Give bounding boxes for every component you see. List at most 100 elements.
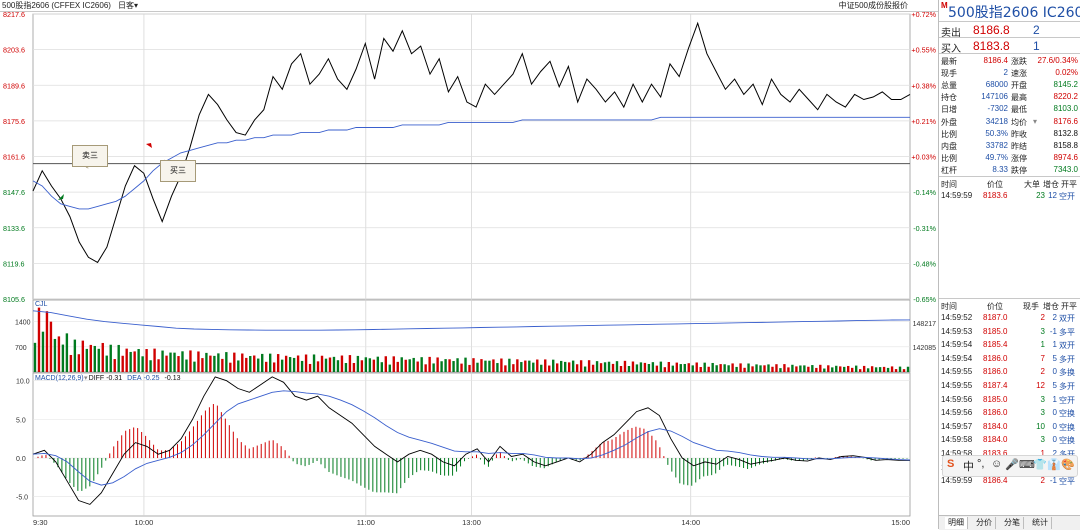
stat-row: 总量 68000 开盘 8145.2 (939, 79, 1080, 91)
annotation-leader (85, 166, 89, 169)
tick-oi-change: -1 (1049, 476, 1057, 486)
keyboard-icon[interactable]: ⌨ (1019, 459, 1035, 471)
macd-axis-label: 10.0 (16, 379, 30, 386)
macd-label: MACD(12,26,9) (35, 375, 84, 382)
macd-axis-label: 5.0 (16, 417, 26, 424)
tick-row[interactable]: 14:59:52 8187.0 2 2 双开 (939, 311, 1080, 325)
col-price: 价位 (987, 180, 1003, 189)
macd-axis-label: -5.0 (16, 495, 28, 502)
pct-axis-label: +0.21% (911, 117, 936, 126)
stat-value: 8158.8 (1053, 140, 1078, 150)
tab-detail[interactable]: 明细 (945, 517, 968, 529)
oi-axis-label: 142085 (913, 345, 936, 352)
tick-oi-change: 5 (1052, 353, 1057, 363)
tick-row[interactable]: 14:59:53 8185.0 3 -1 多平 (939, 325, 1080, 339)
tick-price: 8186.0 (983, 353, 1008, 363)
pct-axis-label: -0.31% (913, 224, 936, 233)
tick-volume: 12 (1036, 381, 1045, 390)
price-axis-label: 8105.6 (3, 295, 25, 304)
palette-icon[interactable]: 🎨 (1061, 459, 1075, 471)
tick-row[interactable]: 14:59:59 8186.4 2 -1 空平 (939, 474, 1080, 488)
stat-label: 总量 (941, 81, 957, 91)
time-axis-label: 9:30 (33, 518, 48, 527)
dea-value: -0.25 (144, 375, 160, 382)
tick-volume: 10 (1036, 421, 1045, 431)
tick-row[interactable]: 14:59:58 8184.0 3 0 空换 (939, 433, 1080, 447)
tab-tick[interactable]: 分笔 (1001, 517, 1024, 529)
tick-open-close: 多换 (1059, 368, 1075, 378)
tick-time: 14:59:52 (941, 313, 973, 322)
divider (939, 176, 1080, 177)
price-axis-label: 8217.6 (3, 10, 25, 19)
stat-label: 开盘 (1011, 81, 1027, 91)
stat-row: 外盘 34218 均价 ▾ 8176.6 (939, 116, 1080, 128)
buy-marker-note[interactable]: 买三 (160, 160, 196, 182)
tick-row[interactable]: 14:59:58 8183.6 12多开 (939, 447, 1080, 461)
stat-label: 涨停 (1011, 153, 1027, 163)
tab-price-distribution[interactable]: 分价 (973, 517, 996, 529)
bid-row[interactable]: 买入 8183.8 1 (939, 37, 1080, 55)
tick-price: 8183.6 (983, 449, 1008, 458)
microphone-icon[interactable]: 🎤 (1005, 459, 1019, 471)
emoji-icon[interactable]: ☺ (991, 458, 1003, 470)
tick-row[interactable]: 14:59:55 8187.4 12 5 多开 (939, 379, 1080, 393)
sogou-logo-icon[interactable]: S (947, 458, 955, 470)
tick-oi-change: 1 (1052, 340, 1057, 350)
chart-svg: 9:30 10:00 11:00 13:00 14:00 15:00 8217.6 +0.72… (3, 10, 937, 527)
tick-price: 8183.6 (983, 191, 1008, 200)
punctuation-icon[interactable]: °, (977, 458, 985, 470)
tick-time: 14:59:56 (941, 408, 973, 418)
tick-row[interactable]: 14:59:54 8185.4 1 1 双开 (939, 338, 1080, 352)
big-order-row[interactable]: 14:59:59 8183.6 23 12 空开 (939, 189, 1080, 203)
tick-time: 14:59:54 (941, 340, 973, 350)
tick-oi-change: 12 (1048, 191, 1057, 200)
tick-row[interactable]: 14:59:56 8185.0 3 1 空开 (939, 393, 1080, 407)
tick-row[interactable]: 14:59:54 8186.0 7 5 多开 (939, 352, 1080, 366)
price-axis-label: 8189.6 (3, 81, 25, 90)
tick-price: 8185.0 (983, 326, 1008, 336)
stat-value: 8145.2 (1053, 80, 1078, 90)
stat-value: 0.02% (1055, 68, 1078, 78)
volume-label: CJL (35, 301, 48, 308)
pct-axis-label: +0.38% (911, 81, 936, 90)
stat-label: 杠杆 (941, 165, 957, 175)
stat-label: 最高 (1011, 93, 1027, 103)
tick-oi-change: 0 (1052, 367, 1057, 377)
tab-statistics[interactable]: 统计 (1029, 517, 1052, 529)
stat-value: 8220.2 (1053, 92, 1078, 102)
stat-row: 比例 49.7% 涨停 8974.6 (939, 152, 1080, 164)
tick-price: 8186.4 (983, 476, 1008, 486)
stat-value: 8132.8 (1053, 128, 1078, 138)
col-open-close: 开平 (1061, 302, 1077, 311)
ask-row[interactable]: 卖出 8186.8 2 (939, 21, 1080, 39)
price-axis-label: 8119.6 (3, 259, 24, 268)
stat-label: 日增 (941, 105, 957, 115)
shirt-icon[interactable]: 👔 (1047, 459, 1061, 471)
stat-value: -7302 (987, 104, 1008, 114)
tick-open-close: 空开 (1059, 192, 1075, 201)
stat-value: 68000 (985, 80, 1008, 90)
diff-value: -0.31 (106, 375, 122, 382)
skin-icon[interactable]: 👕 (1033, 459, 1047, 471)
tick-open-close: 多开 (1059, 449, 1075, 460)
intraday-chart-area[interactable]: 500股指2606 (CFFEX IC2606) 日客▾ 中证500成份股报价 … (0, 0, 938, 529)
volume-axis-label: 700 (15, 345, 27, 352)
constituent-quote-link[interactable]: 中证500成份股报价 (838, 1, 908, 10)
ime-toolbar[interactable]: S 中 °, ☺ 🎤 ⌨ 👕 👔 🎨 (942, 455, 1078, 477)
detail-tabs: 明细 分价 分笔 统计 (939, 515, 1080, 530)
tick-time: 14:59:55 (941, 367, 973, 377)
stat-label: 涨跌 (1011, 57, 1027, 66)
tick-row[interactable]: 14:59:56 8186.0 3 0 空换 (939, 406, 1080, 420)
chinese-mode-icon[interactable]: 中 (963, 461, 974, 473)
tick-volume: 2 (1040, 367, 1045, 377)
tick-price: 8184.0 (983, 435, 1008, 445)
tick-row[interactable]: 14:59:57 8184.0 10 0 空换 (939, 420, 1080, 434)
time-axis-label: 10:00 (135, 518, 154, 527)
period-selector[interactable]: 日客▾ (118, 0, 138, 11)
tick-header: 时间 价位 现手 增仓 开平 (939, 300, 1080, 312)
time-axis-label: 13:00 (462, 518, 481, 527)
tick-row[interactable]: 14:59:55 8186.0 2 0 多换 (939, 365, 1080, 379)
stat-value: 8176.6 (1053, 116, 1078, 126)
sell-marker-note[interactable]: 卖三 (72, 145, 108, 167)
stat-label: 均价 (1011, 117, 1027, 127)
